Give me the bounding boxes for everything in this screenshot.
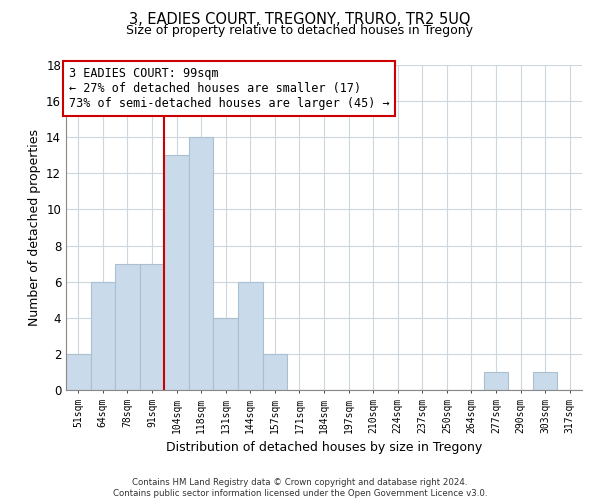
Bar bbox=[91, 282, 115, 390]
Text: Size of property relative to detached houses in Tregony: Size of property relative to detached ho… bbox=[127, 24, 473, 37]
Bar bbox=[214, 318, 238, 390]
Bar bbox=[263, 354, 287, 390]
Bar bbox=[238, 282, 263, 390]
Bar bbox=[66, 354, 91, 390]
Text: Contains HM Land Registry data © Crown copyright and database right 2024.
Contai: Contains HM Land Registry data © Crown c… bbox=[113, 478, 487, 498]
Text: 3, EADIES COURT, TREGONY, TRURO, TR2 5UQ: 3, EADIES COURT, TREGONY, TRURO, TR2 5UQ bbox=[129, 12, 471, 28]
Bar bbox=[164, 156, 189, 390]
Bar bbox=[115, 264, 140, 390]
Bar bbox=[533, 372, 557, 390]
Y-axis label: Number of detached properties: Number of detached properties bbox=[28, 129, 41, 326]
Text: 3 EADIES COURT: 99sqm
← 27% of detached houses are smaller (17)
73% of semi-deta: 3 EADIES COURT: 99sqm ← 27% of detached … bbox=[68, 66, 389, 110]
Bar bbox=[140, 264, 164, 390]
X-axis label: Distribution of detached houses by size in Tregony: Distribution of detached houses by size … bbox=[166, 441, 482, 454]
Bar bbox=[189, 137, 214, 390]
Bar bbox=[484, 372, 508, 390]
